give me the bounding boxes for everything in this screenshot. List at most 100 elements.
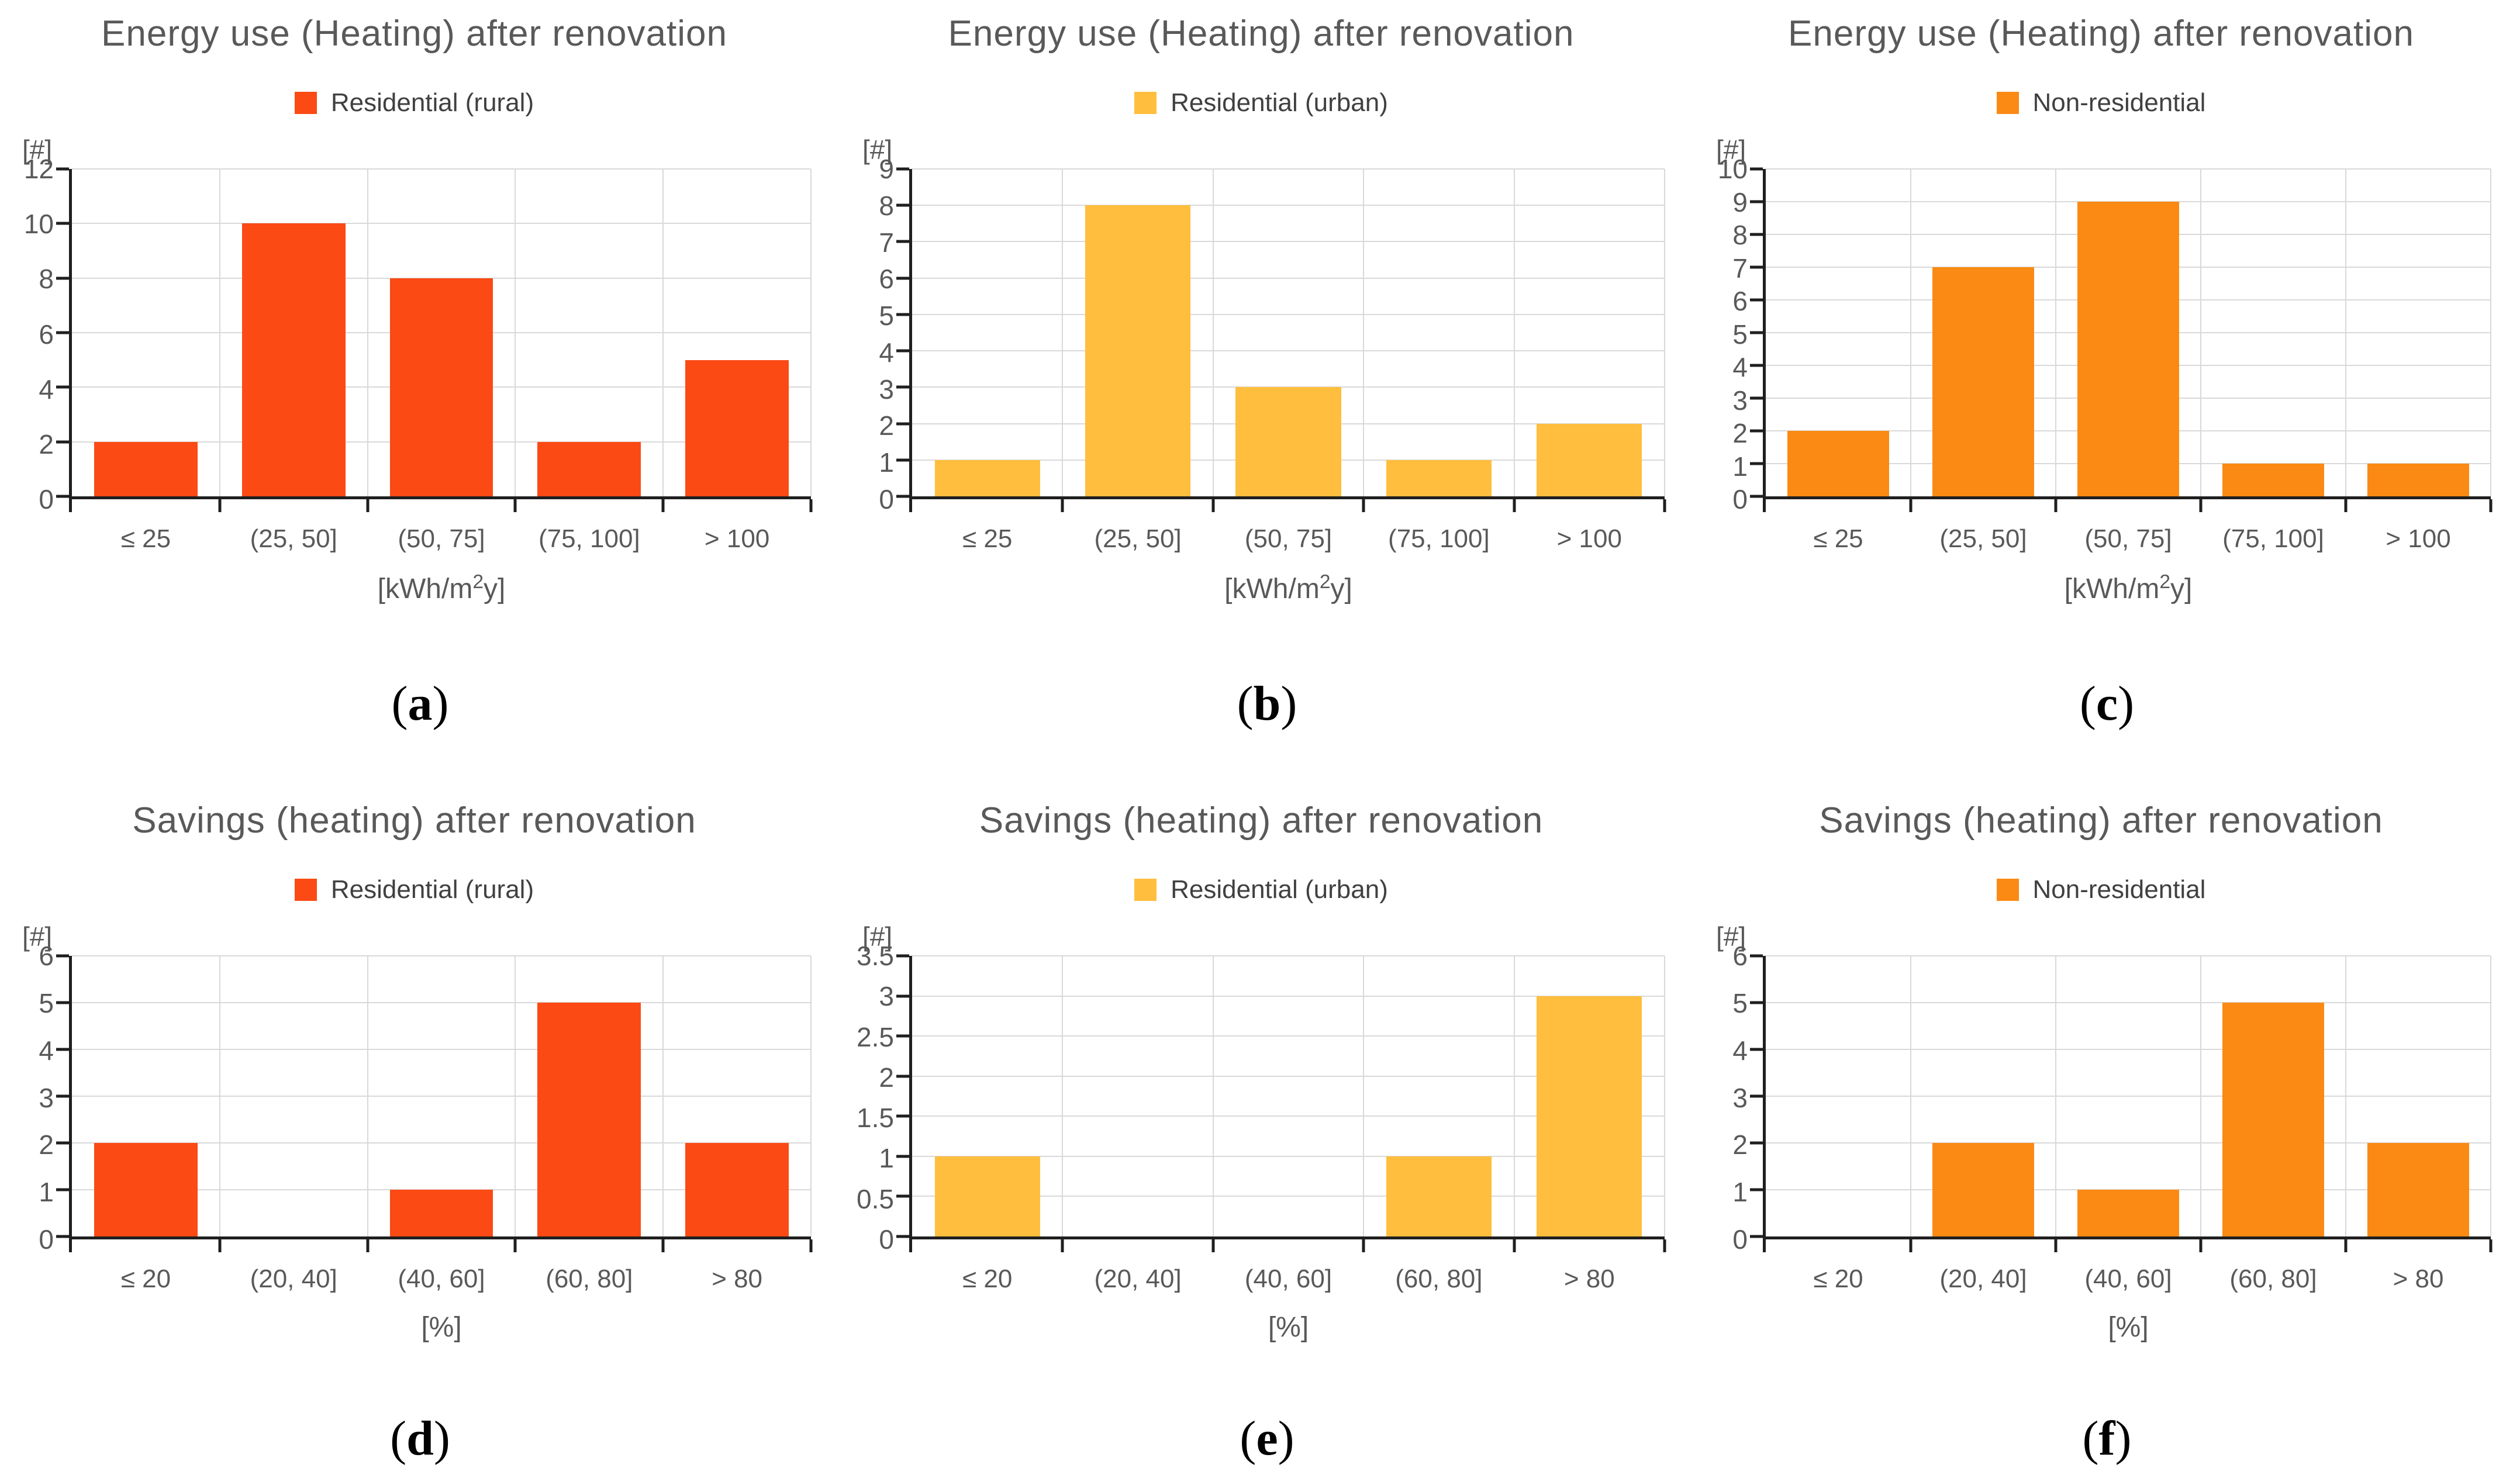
x-tick-mark [1513,1239,1516,1252]
y-tick-label: 6 [1732,286,1748,316]
gridline-vertical [2055,169,2056,496]
bar [1932,267,2034,496]
y-tick-mark [56,1094,69,1098]
chart-panel-b: Energy use (Heating) after renovation Re… [840,0,1694,748]
gridline-vertical [2345,169,2346,496]
y-tick-mark [896,167,909,171]
y-tick-label: 0 [879,484,894,514]
gridline-horizontal [912,350,1665,352]
bar [685,360,789,496]
bar [1537,423,1642,496]
y-tick-mark [1750,1001,1763,1004]
y-tick-label: 9 [879,154,894,184]
y-axis-tick-labels: 0 1 2 3 4 5 6 7 8 9 10 [1711,156,1763,513]
gridline-horizontal [72,1049,811,1051]
gridline-vertical [515,169,516,496]
y-tick-mark [56,222,69,225]
y-tick-label: 10 [23,209,54,240]
y-tick-label: 0 [1732,1224,1748,1255]
gridline-vertical [1513,956,1515,1236]
y-tick-label: 5 [1732,319,1748,350]
legend: Non-residential [1711,875,2491,904]
x-tick-mark [2054,1239,2058,1252]
y-tick-mark [56,1048,69,1051]
plot-area: [%] ≤ 20 (20, 40] (40, 60] (60, 80] > 80 [1750,954,2493,1343]
y-tick-label: 3 [1732,1082,1748,1113]
plot-row: 0 1 2 3 4 5 6 7 8 9 [kWh/m2y] ≤ 25 (25, 50] (50, 75… [858,156,1666,604]
gridline-vertical [662,956,664,1236]
x-tick-mark [809,499,813,512]
x-tick-mark [2199,1239,2203,1252]
y-tick-mark [896,1114,909,1118]
x-category-label: > 80 [2393,1265,2444,1293]
y-tick-mark [1750,1094,1763,1098]
y-tick-label: 1 [879,447,894,478]
axis-corner-tick [909,499,912,512]
y-tick-mark [896,458,909,462]
gridline-vertical [1664,956,1665,1236]
y-tick-mark [1750,331,1763,334]
gridline-horizontal [912,313,1665,315]
y-tick-label: 4 [39,374,54,405]
x-category-label: (40, 60] [2084,1265,2172,1293]
bar [2222,1003,2324,1236]
bar [1085,205,1191,496]
gridline-horizontal [912,205,1665,206]
y-tick-label: 5 [1732,987,1748,1018]
y-tick-mark [896,422,909,426]
x-tick-mark [1211,1239,1215,1252]
y-tick-label: 3 [879,374,894,405]
y-tick-mark [56,167,69,171]
chart-title: Savings (heating) after renovation [1819,800,2383,841]
legend: Residential (rural) [18,875,811,904]
y-tick-label: 2 [1732,1129,1748,1160]
legend-label: Residential (rural) [330,88,534,117]
legend-swatch [294,92,317,114]
gridline-horizontal [912,1115,1665,1117]
gridline-vertical [810,169,812,496]
x-category-label: (75, 100] [538,524,640,553]
chart-panel-d: Savings (heating) after renovation Resid… [0,748,840,1475]
legend-swatch [1996,92,2019,114]
x-tick-mark [1663,1239,1666,1252]
axis-corner-tick [1763,1239,1766,1252]
y-tick-label: 5 [39,987,54,1018]
gridline-vertical [2200,169,2201,496]
y-tick-label: 8 [39,264,54,295]
y-tick-label: 0 [1732,484,1748,514]
bar [1932,1143,2034,1236]
y-tick-mark [1750,429,1763,433]
y-tick-mark [1750,1048,1763,1051]
gridline-vertical [367,956,368,1236]
y-tick-mark [896,240,909,243]
y-tick-label: 8 [879,190,894,221]
y-tick-mark [56,277,69,280]
x-tick-mark [2199,499,2203,512]
bar [94,441,198,496]
gridline-horizontal [1766,955,2491,956]
y-tick-label: 5 [879,300,894,331]
x-tick-mark [1663,499,1666,512]
gridline-horizontal [1766,168,2491,170]
y-tick-label: 1 [39,1177,54,1208]
x-category-label: > 80 [712,1265,763,1293]
y-tick-mark [56,440,69,444]
x-category-label: (40, 60] [1244,1265,1333,1293]
y-tick-mark [56,1001,69,1004]
y-tick-mark [896,1235,909,1238]
x-tick-mark [2344,499,2348,512]
y-tick-label: 1 [879,1143,894,1174]
plot-row: 0 0.5 1 1.5 2 2.5 3 3.5 [%] ≤ 20 (20, 40] (40, 60… [857,942,1666,1343]
y-tick-mark [56,1141,69,1145]
x-category-label: (25, 50] [1939,524,2027,553]
x-category-label: ≤ 20 [120,1265,171,1293]
x-tick-mark [513,499,517,512]
y-axis-tick-labels: 0 1 2 3 4 5 6 7 8 9 [858,156,909,513]
x-category-label: (20, 40] [1094,1265,1182,1293]
x-category-label: (75, 100] [2222,524,2324,553]
y-tick-mark [896,277,909,280]
y-tick-mark [56,954,69,958]
gridline-vertical [1910,169,1911,496]
x-category-label: ≤ 25 [1813,524,1863,553]
y-tick-label: 3 [39,1082,54,1113]
